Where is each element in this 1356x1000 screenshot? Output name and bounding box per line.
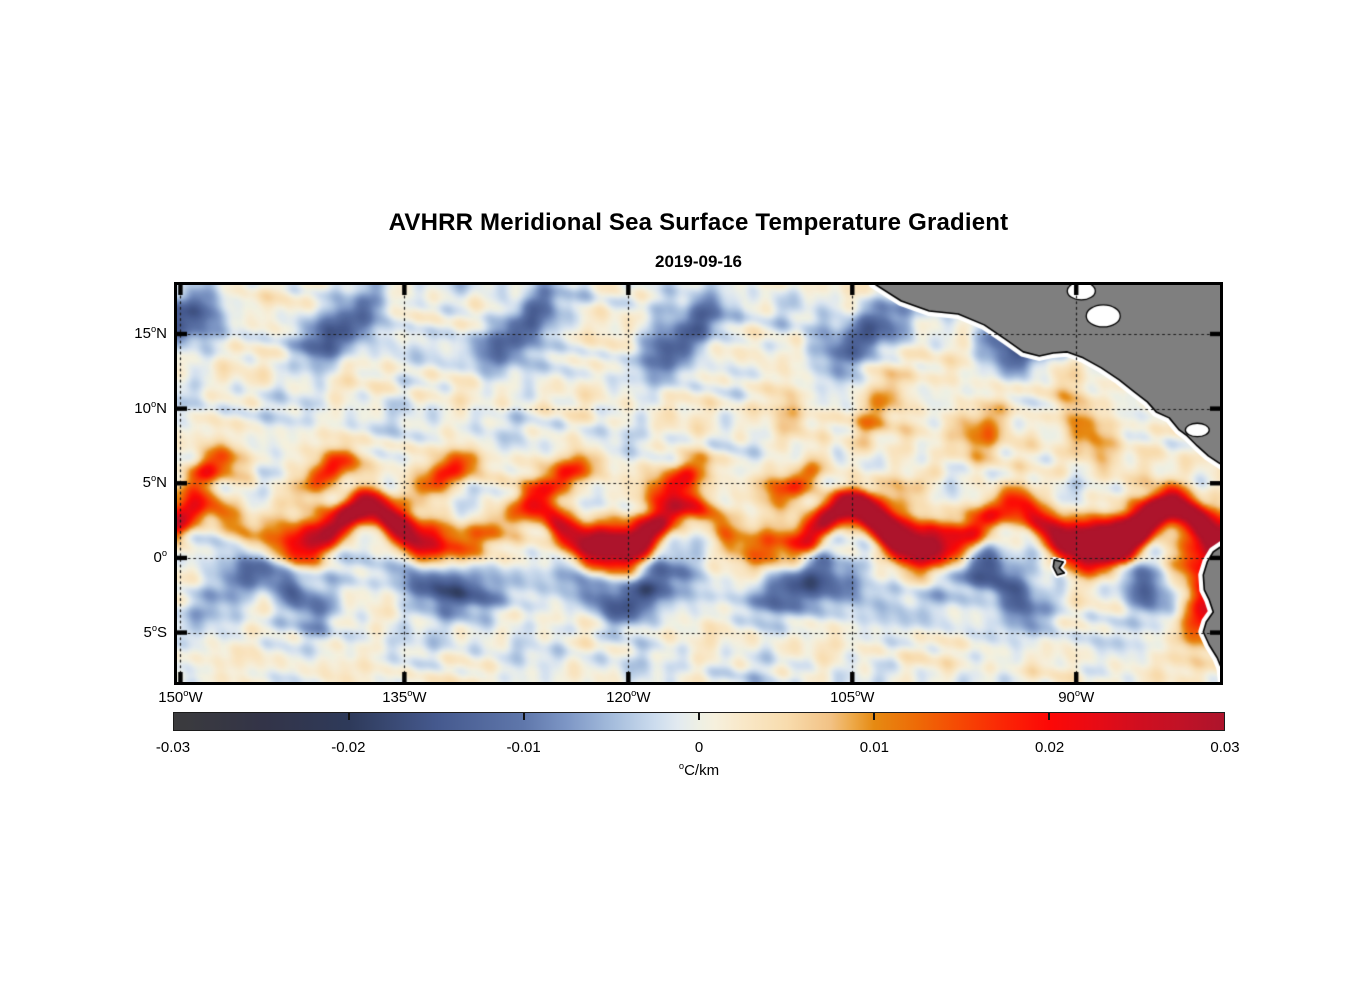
y-tick-label: 5oS [143,622,167,641]
colorbar-tick-label: 0.03 [1210,739,1240,756]
y-tick-label: 0o [153,547,167,566]
colorbar-tick-label: -0.03 [155,739,191,756]
colorbar-tick-label: -0.02 [331,739,366,756]
sst-gradient-heatmap [177,285,1220,682]
y-tick-label: 10oN [134,398,167,417]
colorbar-tick-label: 0.02 [1035,739,1065,756]
colorbar-tick [523,713,525,720]
y-tick-label: 15oN [134,323,167,342]
x-tick-label: 105oW [830,688,875,706]
x-tick-label: 120oW [606,688,651,706]
y-tick-label: 5oN [142,473,167,492]
colorbar-unit-label: oC/km [678,761,720,779]
colorbar-tick [873,713,875,720]
colorbar-tick-label: -0.01 [506,739,541,756]
map-axes-frame [174,282,1223,685]
colorbar-tick-label: 0 [694,739,704,756]
x-tick-label: 135oW [382,688,427,706]
colorbar-tick [698,713,700,720]
chart-title: AVHRR Meridional Sea Surface Temperature… [388,209,1009,236]
colorbar-tick-label: 0.01 [859,739,889,756]
colorbar [173,712,1225,731]
chart-date-subtitle: 2019-09-16 [655,252,742,271]
x-tick-label: 90oW [1058,688,1095,706]
colorbar-tick [348,713,350,720]
x-tick-label: 150oW [158,688,203,706]
colorbar-tick [1048,713,1050,720]
